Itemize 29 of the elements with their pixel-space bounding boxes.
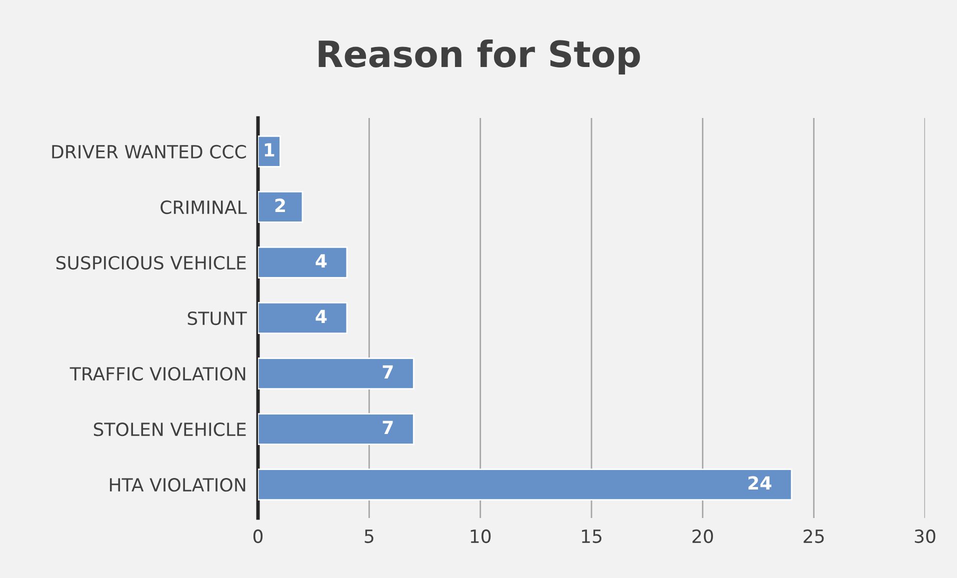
- y-tick-label: HTA VIOLATION: [110, 478, 246, 492]
- bar: [258, 413, 414, 445]
- chart-title: Reason for Stop: [318, 40, 640, 74]
- y-tick-label: TRAFFIC VIOLATION: [70, 366, 246, 381]
- x-tick-label: 20: [692, 529, 713, 544]
- y-tick-label: STOLEN VEHICLE: [94, 422, 246, 436]
- data-label: 7: [382, 365, 393, 378]
- x-tick-label: 5: [364, 530, 374, 544]
- y-tick-label: STUNT: [188, 311, 247, 326]
- y-tick-label: DRIVER WANTED CCC: [52, 144, 246, 159]
- y-tick-label: CRIMINAL: [160, 200, 247, 214]
- x-tick-label: 10: [470, 529, 491, 544]
- data-label: 1: [264, 143, 274, 156]
- data-label: 4: [316, 254, 327, 268]
- data-label: 2: [275, 198, 285, 212]
- data-label: 24: [748, 476, 772, 490]
- x-tick-label: 15: [582, 530, 602, 544]
- x-tick-label: 25: [804, 529, 824, 544]
- bar: [258, 135, 281, 168]
- x-tick-label: 0: [253, 529, 263, 544]
- bar: [258, 191, 304, 223]
- bar: [258, 358, 414, 390]
- data-label: 7: [382, 420, 393, 434]
- data-label: 4: [316, 310, 327, 323]
- bar: [258, 468, 792, 501]
- bar: [258, 246, 348, 278]
- y-tick-label: SUSPICIOUS VEHICLE: [56, 256, 246, 270]
- x-tick-label: 30: [914, 529, 936, 544]
- bar: [258, 302, 348, 334]
